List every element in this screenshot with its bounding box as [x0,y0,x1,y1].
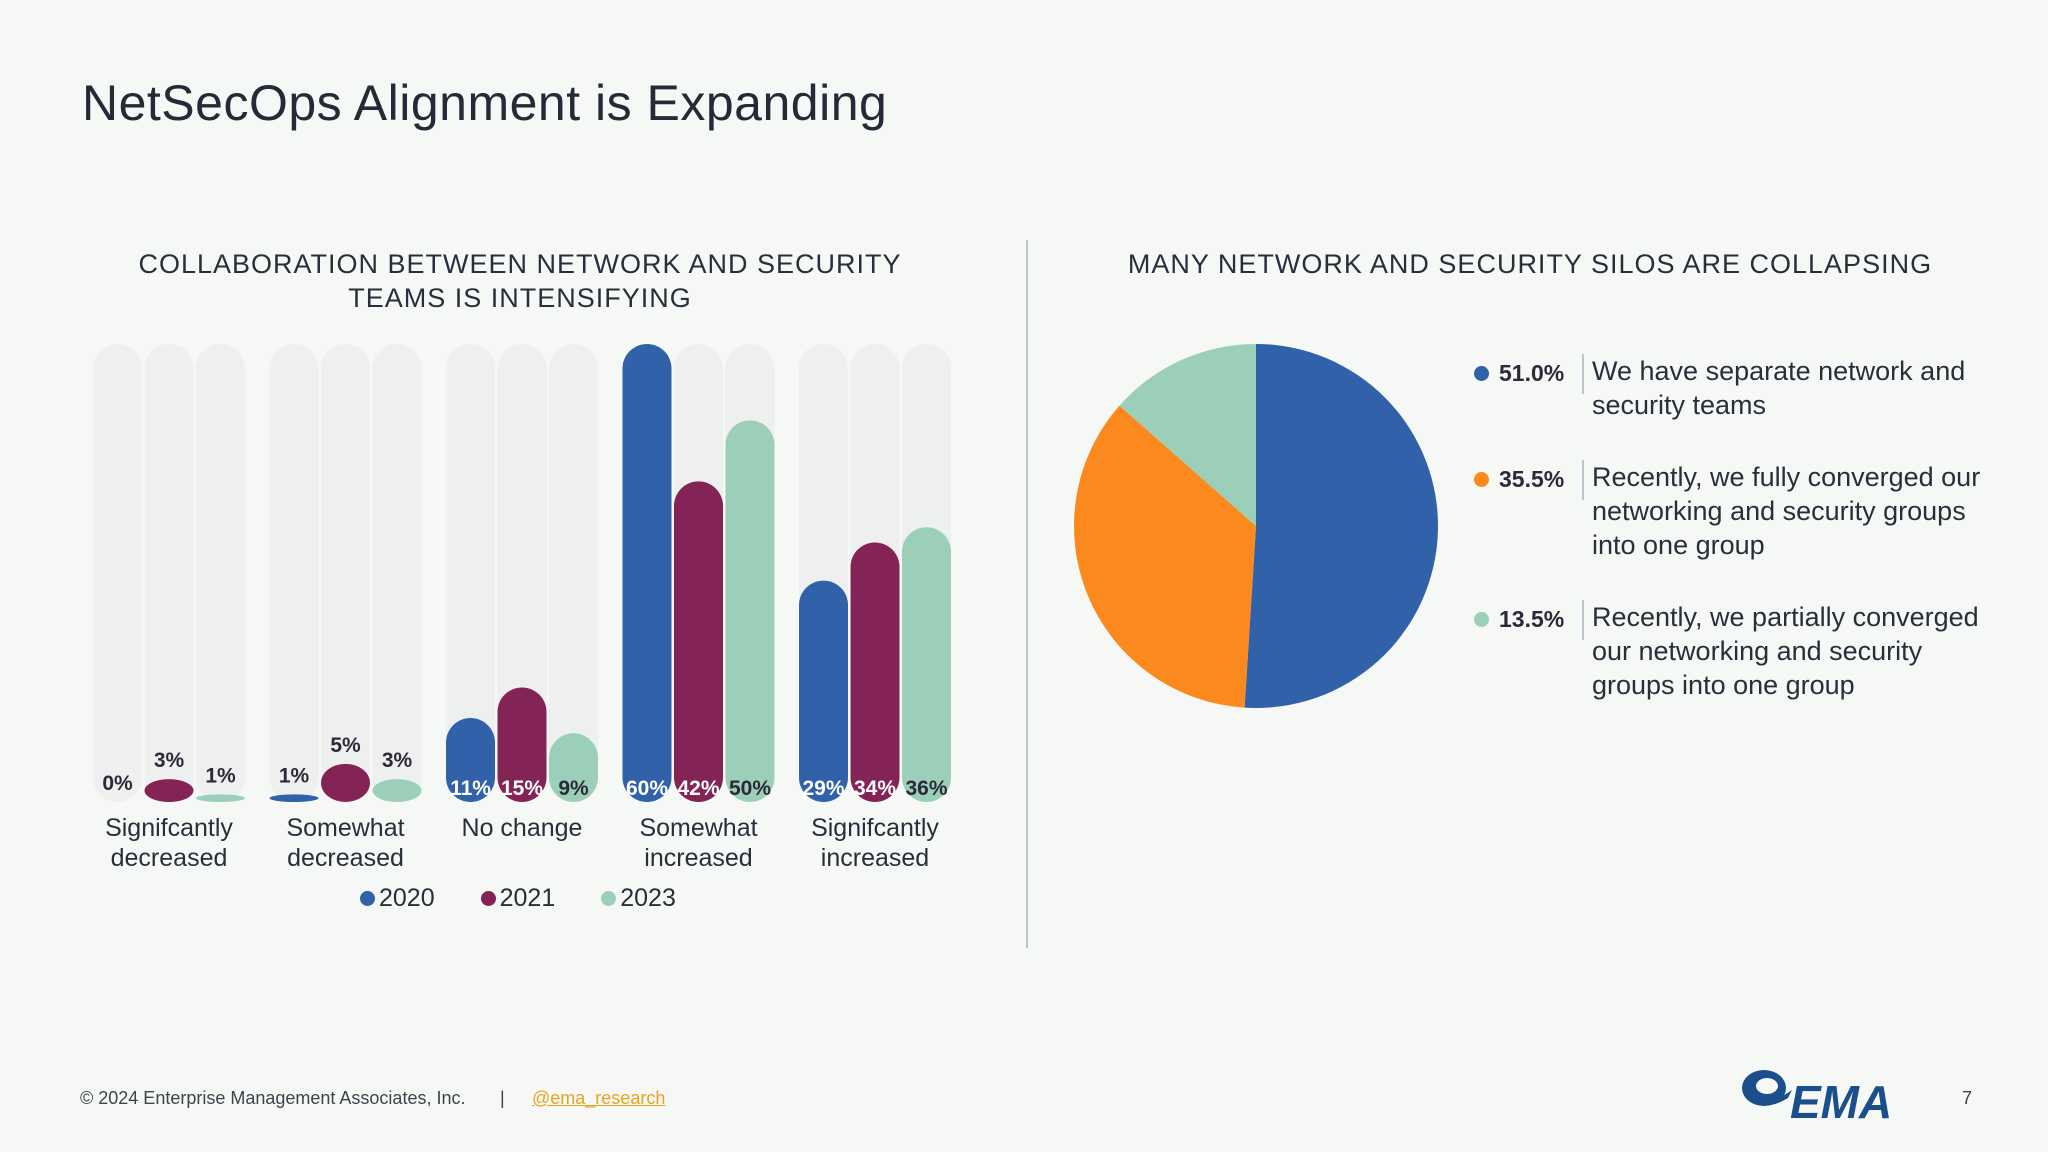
bar-track [497,344,547,802]
bar-value-label: 34% [854,777,896,800]
pie-legend-value: 51.0% [1499,360,1565,386]
bar-value-label: 1% [205,764,236,787]
bar-2020 [622,344,672,802]
pie-legend-label-line: Recently, we fully converged our [1592,462,1981,492]
legend-item-2023: 2023 [601,884,676,913]
bar-2020 [799,580,848,802]
ema-logo: EMA [1742,1070,1892,1124]
pie-legend-swatch [1474,366,1489,381]
section-divider [1026,240,1028,948]
bar-track [144,344,194,802]
bar-chart-legend: 2020 2021 2023 [360,884,676,913]
bar-track [446,344,495,802]
category-label: increased [644,844,752,872]
bar-2021 [144,779,194,802]
bar-chart: 0%3%1%Signifcantlydecreased1%5%3%Somewha… [93,344,951,872]
pie-legend-label-line: our networking and security [1592,636,1923,666]
pie-chart [1074,344,1439,708]
bar-2021 [674,481,723,802]
bar-value-label: 1% [279,764,310,787]
bar-value-label: 50% [729,777,771,800]
category-label: decreased [111,844,228,872]
pie-slice [1244,344,1439,708]
bar-track [269,344,319,802]
bar-2021 [850,542,900,802]
bar-2023 [196,794,245,802]
legend-label-2020: 2020 [379,884,435,912]
legend-item-2020: 2020 [360,884,435,913]
category-label: Signifcantly [105,814,233,842]
pie-legend-label-line: Recently, we partially converged [1592,602,1979,632]
bar-2021 [321,763,370,802]
bar-value-label: 9% [558,777,589,800]
pie-legend-value: 35.5% [1499,466,1565,492]
pie-legend-swatch [1474,472,1489,487]
legend-swatch-2023 [601,891,617,906]
page-number: 7 [1962,1088,1973,1108]
bar-2023 [902,527,951,802]
pie-legend-item: 51.0% We have separate network and secur… [1474,354,2002,422]
category-label: No change [462,814,583,842]
bar-2020 [446,718,495,802]
pie-legend-item: 35.5% Recently, we fully converged our n… [1474,460,2002,562]
pie-legend-separator [1582,354,1584,394]
category-label: Signifcantly [811,814,939,842]
category-label: Somewhat [286,814,404,842]
bar-value-label: 29% [802,777,844,800]
bar-value-label: 11% [450,777,491,800]
footer-separator: | [500,1088,505,1108]
pie-legend-label-line: networking and security groups [1592,496,1966,526]
bar-track [321,344,370,802]
bar-2023 [725,420,775,802]
legend-swatch-2021 [480,891,496,906]
page-title: NetSecOps Alignment is Expanding [82,75,888,131]
pie-slice [1074,405,1256,708]
bar-track [549,344,598,802]
pie-legend-label-line: into one group [1592,530,1765,560]
category-label: decreased [287,844,404,872]
footer-copyright: © 2024 Enterprise Management Associates,… [80,1088,466,1108]
category-label: Somewhat [639,814,757,842]
pie-legend-item: 13.5% Recently, we partially converged o… [1474,600,2002,702]
bar-value-label: 15% [501,777,543,800]
ema-swoosh-icon [1742,1070,1792,1106]
bar-value-label: 0% [102,772,133,795]
legend-swatch-2020 [360,891,375,906]
pie-legend-label-line: groups into one group [1592,670,1855,700]
pie-legend-swatch [1474,612,1489,627]
bar-value-label: 36% [905,777,947,800]
bar-2023 [549,733,598,802]
legend-label-2023: 2023 [620,884,676,912]
bar-chart-title: COLLABORATION BETWEEN NETWORK AND SECURI… [138,249,902,313]
bar-2021 [497,687,547,802]
twitter-link[interactable]: @ema_research [532,1088,666,1108]
pie-legend-label-line: security teams [1592,390,1767,420]
legend-item-2021: 2021 [480,884,556,913]
bar-value-label: 3% [154,749,185,772]
legend-label-2021: 2021 [499,884,556,912]
pie-legend-value: 13.5% [1499,606,1565,632]
ema-logo-text: EMA [1790,1076,1892,1124]
pie-chart-title: MANY NETWORK AND SECURITY SILOS ARE COLL… [1127,249,1933,279]
pie-slice [1119,344,1256,526]
bar-track [93,344,142,802]
bar-2023 [372,779,422,802]
bar-track [372,344,422,802]
bar-track [196,344,245,802]
pie-legend-label-line: We have separate network and [1592,356,1966,386]
bar-2020 [269,794,319,802]
bar-value-label: 42% [677,777,719,800]
bar-value-label: 5% [330,734,361,757]
bar-value-label: 3% [382,749,413,772]
pie-legend-separator [1582,600,1584,640]
bar-value-label: 60% [626,777,668,800]
category-label: increased [821,844,929,872]
pie-legend-separator [1582,460,1584,500]
